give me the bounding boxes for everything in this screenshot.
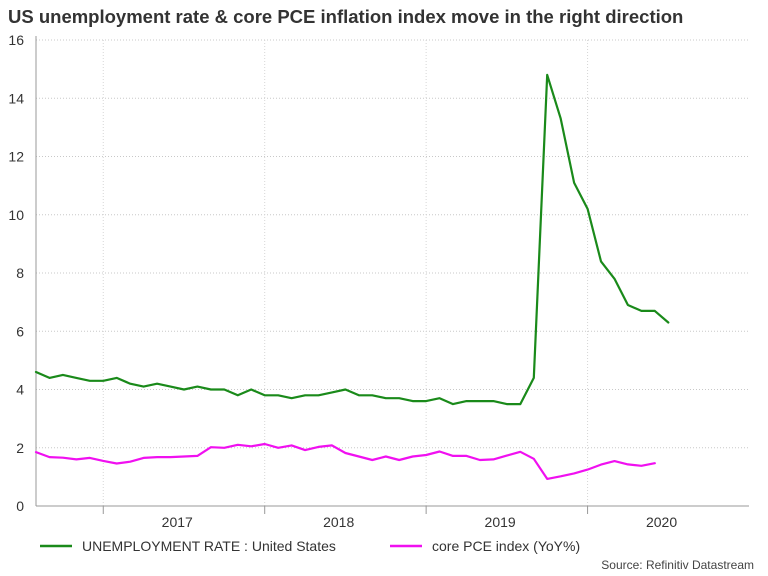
series-line-1 xyxy=(34,442,656,480)
series-lines xyxy=(34,73,670,480)
source-note: Source: Refinitiv Datastream xyxy=(601,558,754,572)
series-line-0 xyxy=(34,73,670,406)
x-tick-label: 2020 xyxy=(646,514,677,530)
y-tick-label: 2 xyxy=(16,440,24,456)
y-tick-label: 12 xyxy=(8,149,24,165)
y-tick-label: 16 xyxy=(8,32,24,48)
y-tick-label: 10 xyxy=(8,207,24,223)
chart-title: US unemployment rate & core PCE inflatio… xyxy=(8,6,684,27)
x-tick-label: 2018 xyxy=(323,514,354,530)
y-tick-label: 0 xyxy=(16,498,24,514)
axes: 0 2 4 6 8 10 12 14 16 2017 2018 2019 2020 xyxy=(8,32,749,530)
grid xyxy=(36,39,749,506)
x-tick-label: 2019 xyxy=(485,514,516,530)
y-tick-label: 4 xyxy=(16,382,24,398)
x-tick-label: 2017 xyxy=(162,514,193,530)
y-tick-label: 14 xyxy=(8,90,24,106)
y-tick-label: 6 xyxy=(16,323,24,339)
y-tick-label: 8 xyxy=(16,265,24,281)
legend: UNEMPLOYMENT RATE : United States core PC… xyxy=(40,538,580,554)
legend-label-0: UNEMPLOYMENT RATE : United States xyxy=(82,538,336,554)
legend-label-1: core PCE index (YoY%) xyxy=(432,538,580,554)
